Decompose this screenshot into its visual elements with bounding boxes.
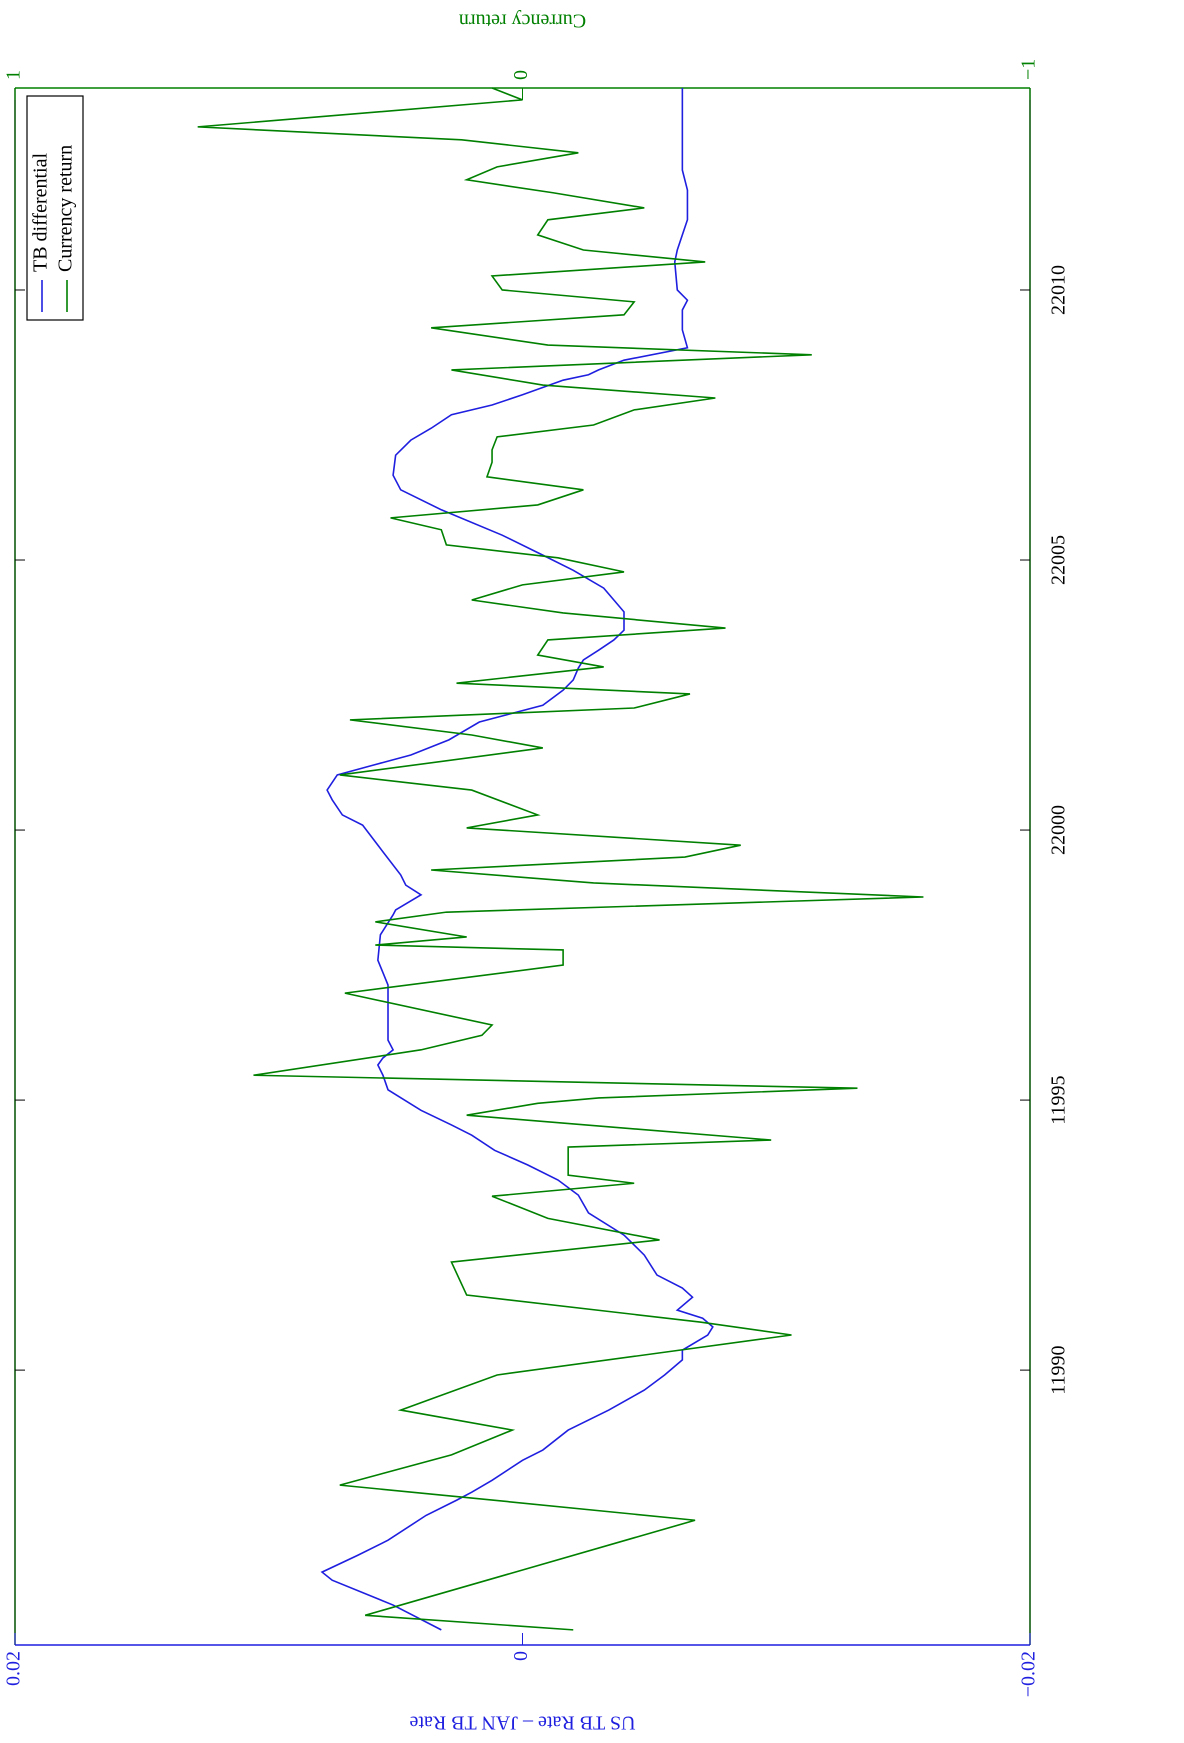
legend-label: Currency return (55, 145, 77, 272)
x-tick-label: 22010 (1048, 265, 1070, 315)
x-tick-label: 11990 (1048, 1345, 1070, 1394)
legend-label: TB differential (30, 153, 52, 272)
x-tick-label: 22005 (1048, 535, 1070, 585)
y-tick-label: 0 (510, 1651, 532, 1661)
y-tick-label: −0.02 (1018, 1651, 1040, 1697)
y2-tick-label: −1 (1018, 59, 1040, 80)
y2-tick-label: 1 (3, 70, 25, 80)
y-tick-label: 0.02 (3, 1651, 25, 1686)
x-tick-label: 11995 (1048, 1075, 1070, 1124)
rotated-figure: 11990 11995 22000 22005 22010 −0.02 0 0.02 −1 0 1 U… (3, 9, 1070, 1733)
data-line (197, 87, 924, 1631)
legend-box (26, 95, 84, 321)
y2-tick-label: 0 (510, 70, 532, 80)
y2-axis-label: Currency return (459, 9, 586, 31)
x-tick-label: 22000 (1048, 805, 1070, 855)
data-line (320, 88, 714, 1631)
y-axis-label: US TB Rate – JAN TB Rate (409, 1711, 635, 1733)
